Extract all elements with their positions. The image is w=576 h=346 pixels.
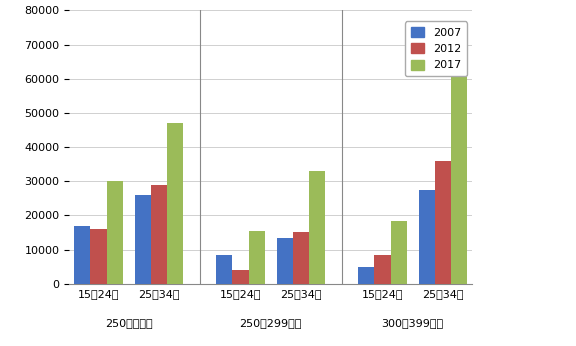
Bar	[216, 255, 232, 284]
Text: 300～399万円: 300～399万円	[382, 318, 444, 328]
Bar	[276, 238, 293, 284]
Bar	[107, 181, 123, 284]
Bar	[358, 267, 374, 284]
Text: 250～299万円: 250～299万円	[240, 318, 302, 328]
Bar	[374, 255, 391, 284]
Bar	[293, 233, 309, 284]
Bar	[435, 161, 451, 284]
Bar	[151, 185, 167, 284]
Legend: 2007, 2012, 2017: 2007, 2012, 2017	[405, 21, 467, 76]
Bar	[419, 190, 435, 284]
Bar	[135, 195, 151, 284]
Bar	[391, 220, 407, 284]
Bar	[74, 226, 90, 284]
Bar	[249, 231, 265, 284]
Bar	[451, 34, 468, 284]
Bar	[309, 171, 325, 284]
Bar	[167, 123, 183, 284]
Bar	[90, 229, 107, 284]
Bar	[232, 270, 249, 284]
Text: 250万円未満: 250万円未満	[105, 318, 153, 328]
